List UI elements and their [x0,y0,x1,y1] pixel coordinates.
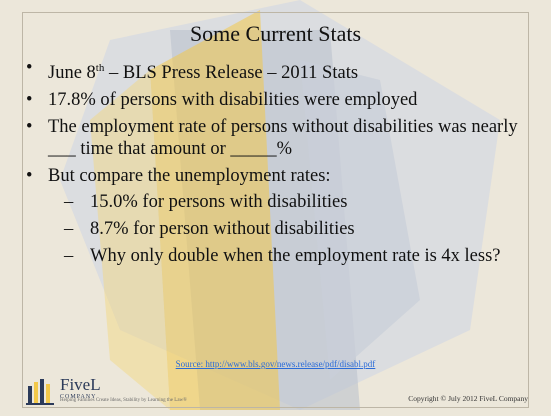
bullet-text: But compare the unemployment rates: [48,166,331,187]
logo-subtitle: COMPANY [60,394,97,400]
bullet-icon: • [26,58,33,78]
bullet-item: • But compare the unemployment rates: – … [26,165,526,267]
logo-name: FiveL COMPANY [60,375,101,401]
slide-title: Some Current Stats [189,21,362,46]
bullet-item: • 17.8% of persons with disabilities wer… [26,89,526,111]
dash-icon: – [64,246,74,267]
bullet-text: – BLS Press Release – 2011 Stats [104,63,359,84]
bullet-icon: • [26,117,33,138]
bullet-superscript: th [95,62,105,74]
bullet-text: June 8 [48,63,96,84]
sub-bullet-text: Why only double when the employment rate… [90,246,501,267]
sub-bullet-list: – 15.0% for persons with disabilities – … [48,191,526,267]
dash-icon: – [64,219,74,240]
sub-bullet-item: – Why only double when the employment ra… [48,245,526,267]
sub-bullet-text: 8.7% for person without disabilities [90,219,355,240]
source-link[interactable]: Source: http://www.bls.gov/news.release/… [175,359,376,369]
sub-bullet-item: – 8.7% for person without disabilities [48,218,526,240]
bullet-item: • June 8th – BLS Press Release – 2011 St… [26,57,526,84]
bullet-text: 17.8% of persons with disabilities were … [48,90,418,111]
bullet-icon: • [26,166,33,187]
copyright-text: Copyright © July 2012 FiveL Company [408,394,528,403]
logo-name-text: FiveL [60,375,101,394]
building-logo-icon [26,379,54,405]
bullet-list: • June 8th – BLS Press Release – 2011 St… [26,57,526,272]
dash-icon: – [64,192,74,213]
logo-tagline: Helping Families Create Ideas, Stability… [60,398,187,403]
company-logo: FiveL COMPANY Helping Families Create Id… [26,376,246,410]
bullet-icon: • [26,90,33,111]
slide-frame [22,12,529,408]
sub-bullet-text: 15.0% for persons with disabilities [90,192,348,213]
bullet-text: The employment rate of persons without d… [48,117,518,160]
bullet-item: • The employment rate of persons without… [26,116,526,160]
sub-bullet-item: – 15.0% for persons with disabilities [48,191,526,213]
